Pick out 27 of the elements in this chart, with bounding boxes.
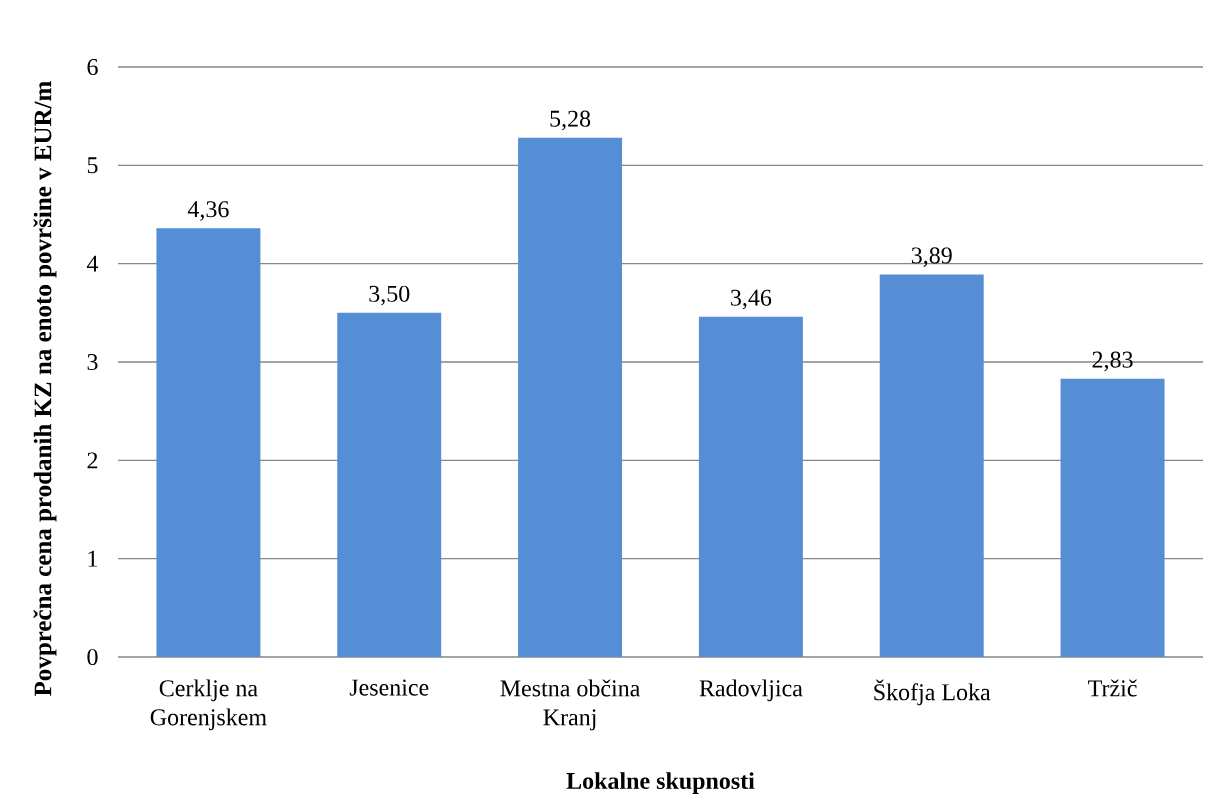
x-tick-label: Škofja Loka bbox=[874, 679, 991, 706]
y-tick-label: 5 bbox=[87, 157, 98, 174]
data-label: 3,46 bbox=[731, 289, 772, 310]
data-label: 3,50 bbox=[369, 285, 410, 306]
bar bbox=[518, 137, 623, 657]
bar bbox=[1060, 378, 1165, 657]
y-tick-label: 6 bbox=[87, 58, 98, 76]
y-tick-label: 4 bbox=[86, 255, 99, 272]
y-tick-label: 1 bbox=[88, 550, 98, 567]
y-axis-title: Povprečna cena prodanih KZ na enoto površine v EUR/m bbox=[33, 81, 57, 697]
x-tick-label: Mestna občina Kranj bbox=[500, 679, 641, 731]
data-label: 4,36 bbox=[187, 201, 229, 221]
y-tick-label: 2 bbox=[87, 452, 98, 469]
bar bbox=[698, 316, 803, 657]
x-tick-label: Cerklje na Gorenjskem bbox=[150, 679, 267, 731]
data-label: 5,28 bbox=[550, 110, 591, 131]
bar bbox=[879, 274, 984, 657]
data-label: 2,83 bbox=[1092, 351, 1133, 372]
data-label: 3,89 bbox=[911, 247, 952, 267]
x-tick-label: Radovljica bbox=[699, 679, 803, 702]
x-axis-title: Lokalne skupnosti bbox=[566, 772, 755, 794]
y-tick-label: 0 bbox=[87, 648, 98, 666]
x-tick-label: Jesenice bbox=[349, 679, 429, 696]
x-tick-label: Tržič bbox=[1088, 679, 1137, 697]
bar bbox=[337, 312, 442, 657]
y-tick-label: 3 bbox=[87, 353, 98, 371]
bar bbox=[156, 228, 261, 657]
